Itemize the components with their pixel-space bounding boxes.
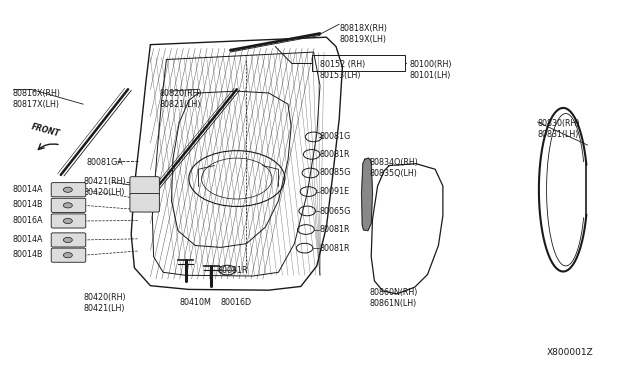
Text: 80410M: 80410M <box>179 298 211 307</box>
Text: 80081R: 80081R <box>320 225 351 234</box>
Text: 80014A: 80014A <box>13 235 44 244</box>
Text: 80016D: 80016D <box>221 298 252 307</box>
FancyBboxPatch shape <box>51 233 86 247</box>
Text: 80016A: 80016A <box>13 216 44 225</box>
FancyBboxPatch shape <box>51 214 86 228</box>
FancyBboxPatch shape <box>130 177 159 195</box>
Text: 80420(RH)
80421(LH): 80420(RH) 80421(LH) <box>83 293 126 313</box>
Text: FRONT: FRONT <box>31 122 61 138</box>
Text: 80091E: 80091E <box>320 187 350 196</box>
Circle shape <box>63 253 72 258</box>
Text: 80081R: 80081R <box>320 244 351 253</box>
Circle shape <box>63 218 72 224</box>
Text: 80152 (RH)
80153(LH): 80152 (RH) 80153(LH) <box>320 60 365 80</box>
Text: 80081R: 80081R <box>320 150 351 159</box>
Circle shape <box>63 237 72 243</box>
Text: 80830(RH)
80831(LH): 80830(RH) 80831(LH) <box>538 119 580 139</box>
Text: 80085G: 80085G <box>320 169 351 177</box>
Text: 80081GA: 80081GA <box>86 158 123 167</box>
Text: 80014B: 80014B <box>13 201 44 209</box>
Text: 80100(RH)
80101(LH): 80100(RH) 80101(LH) <box>410 60 452 80</box>
Text: 80818X(RH)
80819X(LH): 80818X(RH) 80819X(LH) <box>339 24 387 44</box>
Circle shape <box>63 187 72 192</box>
Circle shape <box>63 203 72 208</box>
Text: 80081R: 80081R <box>218 266 248 275</box>
Text: X800001Z: X800001Z <box>547 348 594 357</box>
FancyBboxPatch shape <box>51 183 86 197</box>
Polygon shape <box>362 158 372 231</box>
FancyBboxPatch shape <box>51 248 86 262</box>
Bar <box>312 55 405 71</box>
Text: 80014B: 80014B <box>13 250 44 259</box>
FancyBboxPatch shape <box>130 193 159 212</box>
Text: 80816X(RH)
80817X(LH): 80816X(RH) 80817X(LH) <box>13 89 61 109</box>
Text: 80065G: 80065G <box>320 207 351 216</box>
Text: 80014A: 80014A <box>13 185 44 194</box>
Text: 80081G: 80081G <box>320 132 351 141</box>
FancyBboxPatch shape <box>51 198 86 212</box>
Text: 80860N(RH)
80861N(LH): 80860N(RH) 80861N(LH) <box>370 288 419 308</box>
Text: 80820(RH)
80821(LH): 80820(RH) 80821(LH) <box>160 89 203 109</box>
Text: 80834Q(RH)
80835Q(LH): 80834Q(RH) 80835Q(LH) <box>370 158 419 178</box>
Text: 80421(RH)
80420(LH): 80421(RH) 80420(LH) <box>83 177 126 197</box>
